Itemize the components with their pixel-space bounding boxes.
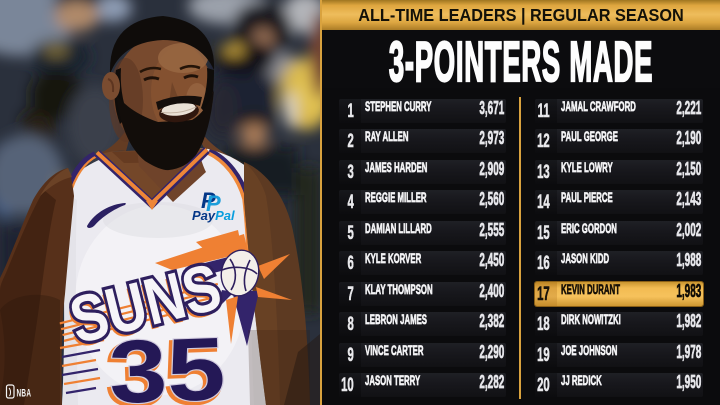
svg-text:P: P: [206, 191, 221, 216]
svg-text:SUNS: SUNS: [63, 249, 228, 358]
svg-text:35: 35: [107, 318, 226, 405]
svg-text:PayPal: PayPal: [192, 208, 235, 223]
svg-text:P: P: [201, 188, 216, 213]
svg-text:NBA: NBA: [17, 387, 32, 399]
svg-text:35: 35: [105, 321, 224, 405]
